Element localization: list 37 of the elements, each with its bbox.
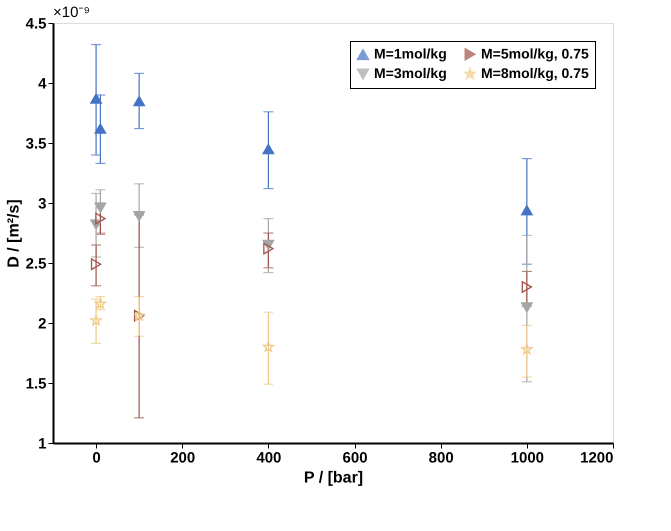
y-tick-label: 4.5 — [26, 16, 46, 32]
point — [520, 205, 533, 216]
x-tick-label: 400 — [256, 450, 282, 466]
y-tick-label: 2.5 — [26, 256, 46, 272]
y-tick-label: 1 — [38, 436, 46, 452]
x-tick-label: 200 — [170, 450, 196, 466]
point — [95, 212, 106, 224]
y-tick-label: 3 — [38, 196, 46, 212]
x-tick-label: 1000 — [510, 450, 544, 466]
point — [263, 242, 274, 254]
x-tick-label: 1200 — [580, 450, 614, 466]
point — [133, 96, 146, 106]
legend-label: M=3mol/kg — [374, 65, 447, 81]
legend-label: M=8mol/kg, 0.75 — [481, 65, 589, 81]
point — [521, 344, 532, 354]
x-tick-label: 600 — [342, 450, 368, 466]
point — [520, 302, 533, 313]
point — [262, 341, 274, 352]
point — [94, 202, 106, 213]
x-axis-title: P / [bar] — [304, 470, 364, 486]
y-tick-label: 2 — [38, 316, 46, 332]
y-tick-label: 1.5 — [26, 376, 46, 392]
y-axis-title: D / [m²/s] — [6, 199, 23, 268]
text: ×10⁻⁹ — [53, 4, 90, 21]
y-tick-label: 4 — [38, 76, 48, 92]
point — [522, 281, 532, 293]
y-tick-label: 3.5 — [26, 136, 46, 152]
x-tick-label: 800 — [428, 450, 454, 466]
point — [90, 93, 102, 104]
point — [90, 258, 102, 270]
point — [94, 123, 106, 134]
legend-label: M=5mol/kg, 0.75 — [481, 45, 589, 62]
legend-label: M=1mol/kg — [374, 46, 447, 62]
point — [133, 211, 146, 222]
x-tick-label: 0 — [92, 450, 101, 466]
point — [90, 314, 102, 326]
point — [262, 144, 274, 154]
